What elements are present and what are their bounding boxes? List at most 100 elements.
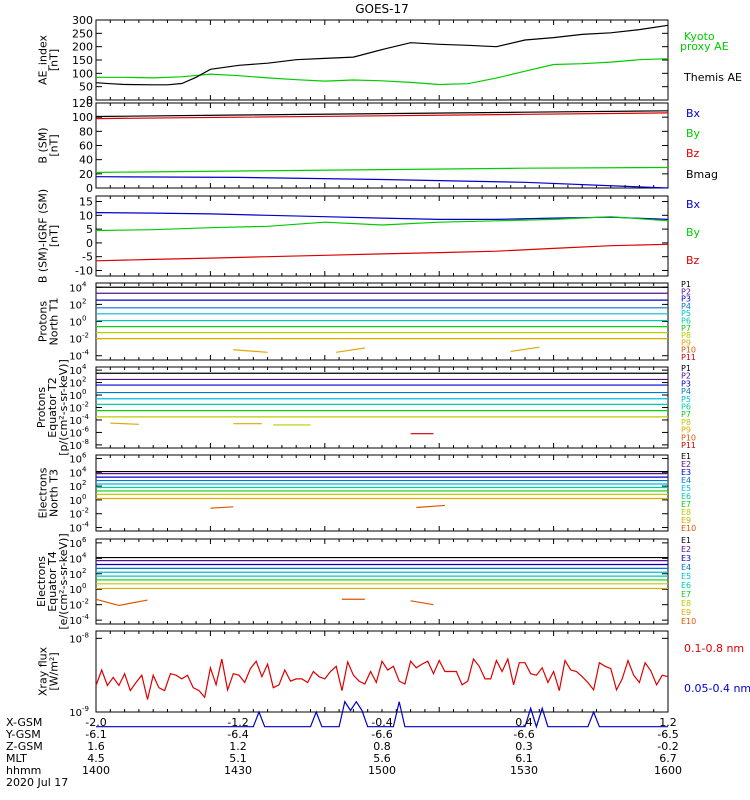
x-axis-value: 5.1 bbox=[229, 752, 247, 765]
y-tick-label: 100 bbox=[72, 111, 93, 124]
channel-segment bbox=[118, 599, 148, 607]
legend-item: Kyoto bbox=[684, 30, 715, 43]
y-axis-label: Equator T4 bbox=[46, 551, 59, 611]
legend-item: P4 bbox=[681, 387, 691, 396]
legend-item: E6 bbox=[681, 492, 691, 501]
panel-frame bbox=[95, 19, 669, 101]
y-tick-label: 250 bbox=[72, 27, 93, 40]
x-axis-row-label: MLT bbox=[6, 752, 27, 765]
series-line-3 bbox=[95, 110, 669, 118]
y-tick-label: 10 bbox=[69, 554, 82, 565]
y-tick-label: 10 bbox=[69, 616, 82, 627]
panel-frame bbox=[95, 454, 669, 532]
y-axis-label: [nT] bbox=[48, 49, 61, 71]
x-axis-table: X-GSM -2.0 -1.2 -0.4 0.4 1.2 Y-GSM -6.1 -6.4 -6.6… bbox=[5, 716, 682, 789]
y-tick-exponent: 2 bbox=[82, 376, 86, 384]
legend-item: E1 bbox=[681, 452, 691, 461]
legend: Bx By Bz Bmag bbox=[686, 107, 718, 181]
y-tick-exponent: -4 bbox=[82, 413, 90, 421]
y-tick-label: 40 bbox=[79, 154, 93, 167]
x-axis-value: 0.4 bbox=[515, 716, 533, 729]
legend-item: P10 bbox=[681, 346, 696, 355]
y-tick-exponent: -4 bbox=[82, 349, 90, 357]
legend-item: P9 bbox=[681, 426, 691, 435]
legend-item: E10 bbox=[681, 617, 696, 626]
y-tick-exponent: 0 bbox=[82, 582, 86, 590]
x-axis-value: 6.7 bbox=[659, 752, 677, 765]
y-tick-label: 50 bbox=[79, 81, 93, 94]
y-tick-label: 10 bbox=[69, 634, 82, 645]
y-axis-label: Xray flux bbox=[37, 646, 50, 696]
legend-item: E6 bbox=[681, 581, 691, 590]
series-line-1 bbox=[95, 24, 669, 86]
legend-item: P11 bbox=[681, 441, 696, 450]
legend-item: E2 bbox=[681, 545, 691, 554]
x-axis-row-label: Z-GSM bbox=[6, 740, 43, 753]
panel-frame bbox=[95, 538, 669, 625]
y-tick-exponent: 4 bbox=[82, 465, 87, 473]
y-axis-label: Protons bbox=[35, 387, 48, 428]
y-axis-label: North T3 bbox=[48, 469, 61, 517]
legend-item: P4 bbox=[681, 302, 691, 311]
x-axis-value: 1.6 bbox=[87, 740, 105, 753]
series-line-1 bbox=[95, 166, 669, 173]
y-tick-label: 20 bbox=[79, 168, 93, 181]
x-axis-value: 1600 bbox=[654, 764, 682, 777]
y-tick-label: 10 bbox=[69, 300, 82, 311]
y-tick-label: 200 bbox=[72, 41, 93, 54]
y-axis-label: [nT] bbox=[48, 225, 61, 247]
plot-title: GOES-17 bbox=[355, 2, 409, 16]
channel-segment bbox=[95, 598, 120, 607]
y-tick-label: 10 bbox=[69, 601, 82, 612]
x-axis-value: 1400 bbox=[82, 764, 110, 777]
y-tick-exponent: -2 bbox=[82, 598, 89, 606]
y-axis-label: AE_index bbox=[37, 34, 50, 85]
legend-item: P3 bbox=[681, 379, 691, 388]
y-tick-exponent: 6 bbox=[82, 536, 87, 544]
legend-item: P7 bbox=[681, 324, 691, 333]
y-tick-exponent: 2 bbox=[82, 479, 86, 487]
y-tick-label: 120 bbox=[72, 97, 93, 110]
y-tick-exponent: 0 bbox=[82, 315, 86, 323]
legend-item: E1 bbox=[681, 536, 691, 545]
y-axis-label: Electrons bbox=[35, 556, 48, 607]
legend-item: P10 bbox=[681, 433, 696, 442]
y-axis-label: B (SM) bbox=[37, 127, 50, 163]
y-tick-exponent: -6 bbox=[82, 425, 90, 433]
legend-item: P6 bbox=[681, 317, 691, 326]
y-tick-exponent: -8 bbox=[82, 438, 89, 446]
y-tick-exponent: -8 bbox=[82, 631, 89, 639]
legend-item: E7 bbox=[681, 500, 691, 509]
y-tick-label: 15 bbox=[79, 196, 93, 209]
y-tick-exponent: 4 bbox=[82, 280, 87, 288]
y-tick-label: 10 bbox=[69, 379, 82, 390]
series-line-0 bbox=[95, 657, 669, 700]
y-axis-label: B (SM)-IGRF (SM) bbox=[37, 189, 50, 283]
legend-item: Bz bbox=[686, 254, 700, 267]
x-axis-value: 1.2 bbox=[229, 740, 247, 753]
legend-item: 0.05-0.4 nm bbox=[684, 682, 750, 695]
channel-segment bbox=[410, 600, 434, 606]
series-line-2 bbox=[95, 112, 669, 120]
series-line-1 bbox=[95, 216, 669, 232]
legend-item: P9 bbox=[681, 338, 691, 347]
y-tick-label: 10 bbox=[69, 428, 82, 439]
y-tick-label: 10 bbox=[69, 708, 82, 719]
legend-item: P5 bbox=[681, 395, 691, 404]
legend-item: Bmag bbox=[686, 168, 718, 181]
legend-item: P7 bbox=[681, 410, 691, 419]
legend-item: P1 bbox=[681, 280, 691, 289]
legend-item: E9 bbox=[681, 608, 691, 617]
legend-item: E9 bbox=[681, 516, 691, 525]
y-tick-exponent: -2 bbox=[82, 332, 89, 340]
legend-item: 0.1-0.8 nm bbox=[684, 642, 744, 655]
y-tick-exponent: 6 bbox=[82, 451, 87, 459]
series-line-0 bbox=[96, 58, 669, 86]
